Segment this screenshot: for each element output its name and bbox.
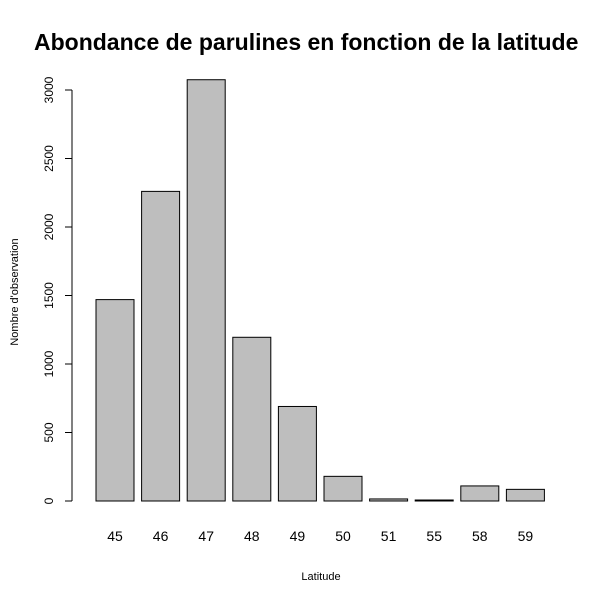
y-tick-label: 1000 xyxy=(42,350,56,377)
x-axis-tick-labels: 45 46 47 48 49 50 51 55 58 59 xyxy=(107,528,533,544)
bar-50 xyxy=(323,475,363,502)
bar-59 xyxy=(505,488,545,502)
bar-51 xyxy=(369,498,409,502)
bar-48 xyxy=(232,336,272,502)
x-tick-label: 55 xyxy=(426,528,442,544)
bar-46 xyxy=(141,190,181,502)
y-tick-label: 500 xyxy=(42,422,56,442)
x-tick-label: 47 xyxy=(198,528,214,544)
x-tick-label: 46 xyxy=(153,528,169,544)
x-axis-label: Latitude xyxy=(301,571,340,583)
x-tick-label: 59 xyxy=(518,528,534,544)
x-tick-label: 50 xyxy=(335,528,351,544)
y-tick-label: 0 xyxy=(42,497,56,504)
x-tick-label: 48 xyxy=(244,528,260,544)
x-tick-label: 45 xyxy=(107,528,123,544)
chart-title: Abondance de parulines en fonction de la… xyxy=(34,29,578,55)
y-axis-ticks: 0 500 1000 1500 2000 2500 3000 xyxy=(42,76,72,504)
y-tick-label: 3000 xyxy=(42,76,56,103)
bar-49 xyxy=(277,405,317,502)
y-tick-label: 2000 xyxy=(42,213,56,240)
y-tick-label: 1500 xyxy=(42,282,56,309)
bars-group xyxy=(95,79,545,502)
y-tick-label: 2500 xyxy=(42,145,56,172)
bar-45 xyxy=(95,299,135,502)
x-tick-label: 51 xyxy=(381,528,397,544)
bar-47 xyxy=(186,79,226,502)
x-tick-label: 49 xyxy=(290,528,306,544)
y-axis-label: Nombre d'observation xyxy=(9,238,21,345)
x-tick-label: 58 xyxy=(472,528,488,544)
bar-55 xyxy=(414,499,454,502)
bar-58 xyxy=(460,485,500,502)
